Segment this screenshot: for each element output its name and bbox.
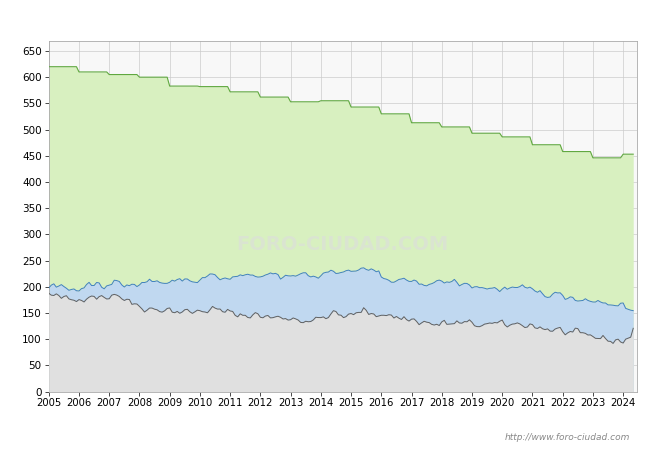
Text: http://www.foro-ciudad.com: http://www.foro-ciudad.com (505, 433, 630, 442)
Text: Castronuño - Evolucion de la poblacion en edad de Trabajar Mayo de 2024: Castronuño - Evolucion de la poblacion e… (87, 12, 563, 25)
Text: FORO-CIUDAD.COM: FORO-CIUDAD.COM (237, 234, 449, 254)
